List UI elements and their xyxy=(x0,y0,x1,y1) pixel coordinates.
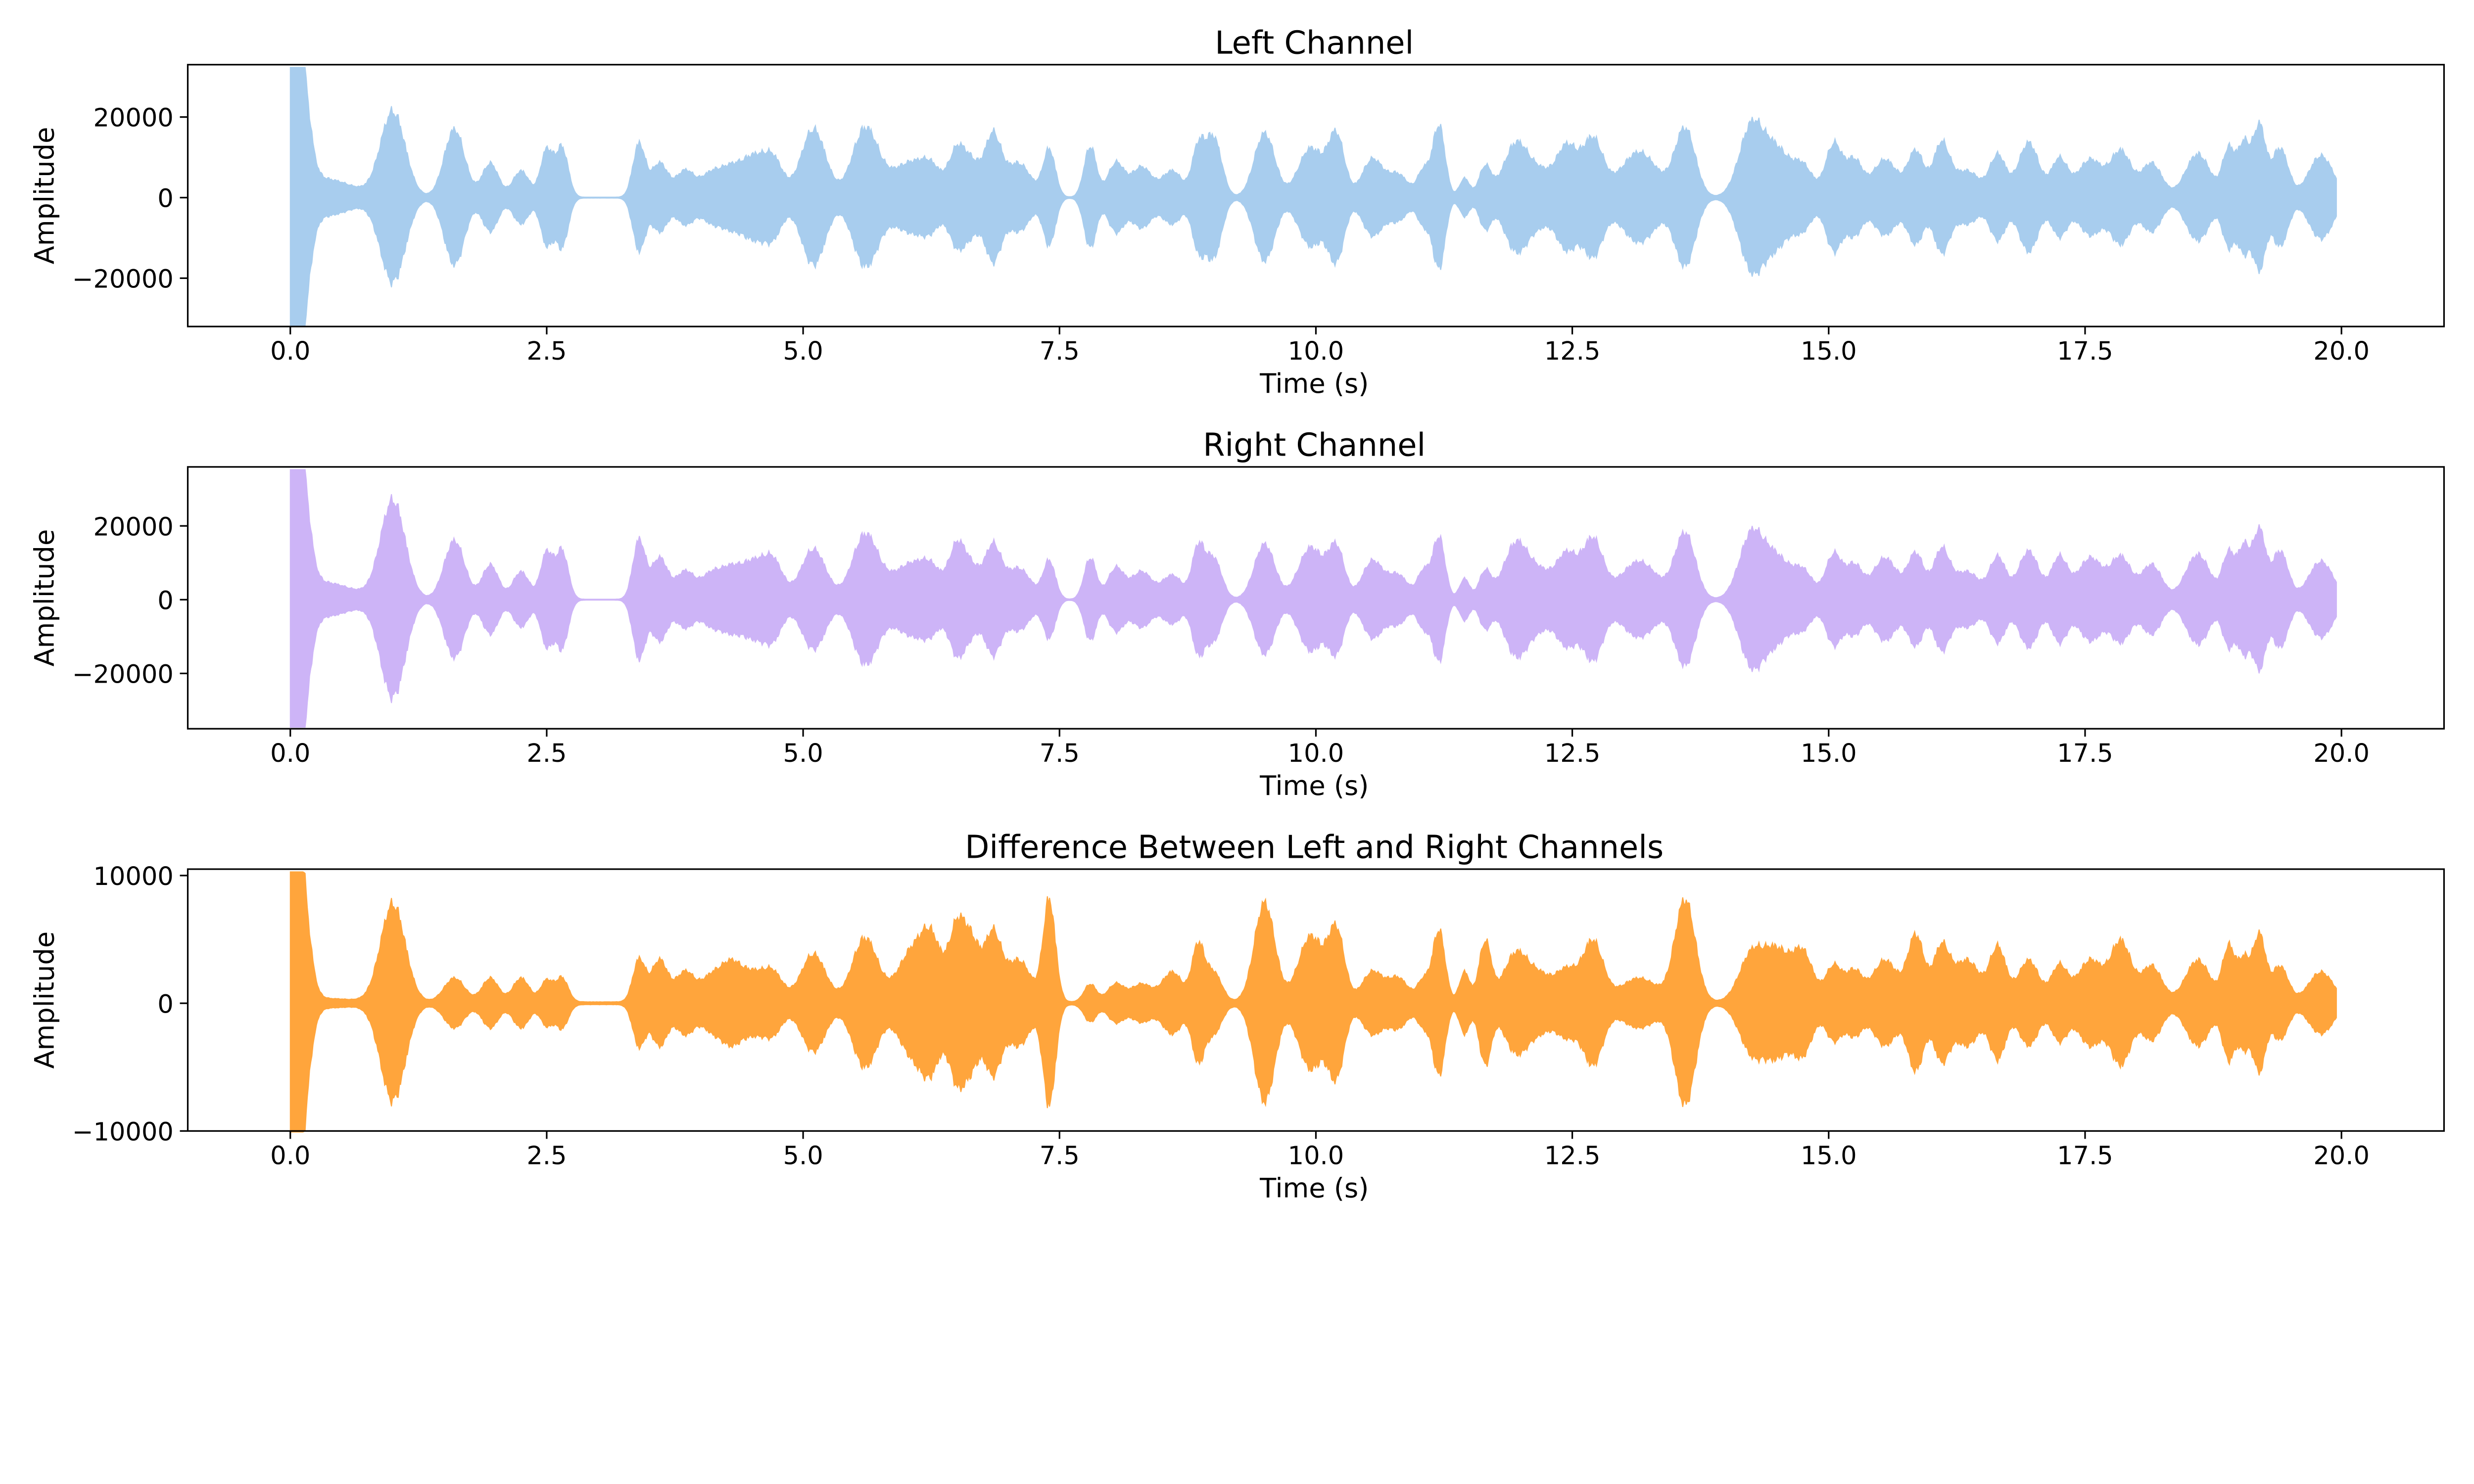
x-tick-label: 12.5 xyxy=(1544,1141,1601,1170)
x-tick-label: 15.0 xyxy=(1801,739,1857,768)
left-channel-waveform xyxy=(289,67,2337,326)
x-tick-label: 0.0 xyxy=(270,739,310,768)
x-tick-label: 7.5 xyxy=(1040,739,1080,768)
x-tick-label: 0.0 xyxy=(270,337,310,366)
y-tick-label: 20000 xyxy=(93,104,173,133)
right-channel-x-ticks: 0.0 2.5 5.0 7.5 10.0 12.5 15.0 17.5 20.0 xyxy=(270,729,2370,768)
difference-x-axis-label: Time (s) xyxy=(1259,1172,1369,1204)
x-tick-label: 17.5 xyxy=(2057,1141,2113,1170)
x-tick-label: 10.0 xyxy=(1288,739,1344,768)
difference-plot-area xyxy=(289,871,2337,1133)
difference-waveform xyxy=(289,871,2337,1133)
x-tick-label: 20.0 xyxy=(2313,1141,2370,1170)
x-tick-label: 5.0 xyxy=(783,337,823,366)
y-tick-label: 20000 xyxy=(93,512,173,542)
left-channel-x-ticks: 0.0 2.5 5.0 7.5 10.0 12.5 15.0 17.5 20.0 xyxy=(270,326,2370,366)
left-channel-y-axis-label: Amplitude xyxy=(29,127,60,265)
right-channel-y-axis-label: Amplitude xyxy=(29,529,60,667)
x-tick-label: 5.0 xyxy=(783,1141,823,1170)
difference-y-ticks: −10000 0 10000 xyxy=(72,862,188,1147)
y-tick-label: −20000 xyxy=(72,265,174,294)
right-channel-y-ticks: −20000 0 20000 xyxy=(72,512,188,690)
x-tick-label: 20.0 xyxy=(2313,337,2370,366)
left-channel-y-ticks: −20000 0 20000 xyxy=(72,104,188,294)
left-channel-title: Left Channel xyxy=(1215,25,1414,61)
y-tick-label: 0 xyxy=(157,586,173,615)
right-channel-x-axis-label: Time (s) xyxy=(1259,770,1369,801)
x-tick-label: 10.0 xyxy=(1288,1141,1344,1170)
x-tick-label: 12.5 xyxy=(1544,337,1601,366)
right-channel-panel: Right Channel 0.0 2.5 5.0 7.5 10.0 12.5 15.0 17… xyxy=(29,427,2445,801)
y-tick-label: −20000 xyxy=(72,660,174,690)
difference-panel: Difference Between Left and Right Channe… xyxy=(29,830,2445,1204)
x-tick-label: 2.5 xyxy=(526,739,567,768)
x-tick-label: 15.0 xyxy=(1801,337,1857,366)
difference-x-ticks: 0.0 2.5 5.0 7.5 10.0 12.5 15.0 17.5 20.0 xyxy=(270,1131,2370,1170)
x-tick-label: 2.5 xyxy=(526,1141,567,1170)
x-tick-label: 5.0 xyxy=(783,739,823,768)
difference-title: Difference Between Left and Right Channe… xyxy=(965,830,1664,866)
waveform-figure: Left Channel 0.0 2.5 5.0 7.5 10.0 12.5 15.0 17.… xyxy=(0,0,2445,1204)
right-channel-title: Right Channel xyxy=(1203,427,1426,464)
figure-canvas: Left Channel 0.0 2.5 5.0 7.5 10.0 12.5 15.0 17.… xyxy=(29,25,2445,1204)
x-tick-label: 17.5 xyxy=(2057,337,2113,366)
y-tick-label: 0 xyxy=(157,185,173,214)
x-tick-label: 20.0 xyxy=(2313,739,2370,768)
y-tick-label: 10000 xyxy=(93,862,173,891)
left-channel-panel: Left Channel 0.0 2.5 5.0 7.5 10.0 12.5 15.0 17.… xyxy=(29,25,2445,399)
right-channel-waveform xyxy=(289,469,2337,728)
x-tick-label: 7.5 xyxy=(1040,1141,1080,1170)
difference-y-axis-label: Amplitude xyxy=(29,931,60,1069)
y-tick-label: −10000 xyxy=(72,1117,174,1147)
x-tick-label: 10.0 xyxy=(1288,337,1344,366)
left-channel-plot-area xyxy=(289,67,2337,326)
right-channel-axes-frame xyxy=(187,466,2445,730)
x-tick-label: 17.5 xyxy=(2057,739,2113,768)
x-tick-label: 2.5 xyxy=(526,337,567,366)
x-tick-label: 15.0 xyxy=(1801,1141,1857,1170)
left-channel-x-axis-label: Time (s) xyxy=(1259,368,1369,399)
x-tick-label: 7.5 xyxy=(1040,337,1080,366)
x-tick-label: 12.5 xyxy=(1544,739,1601,768)
y-tick-label: 0 xyxy=(157,990,173,1019)
x-tick-label: 0.0 xyxy=(270,1141,310,1170)
right-channel-plot-area xyxy=(289,469,2337,728)
